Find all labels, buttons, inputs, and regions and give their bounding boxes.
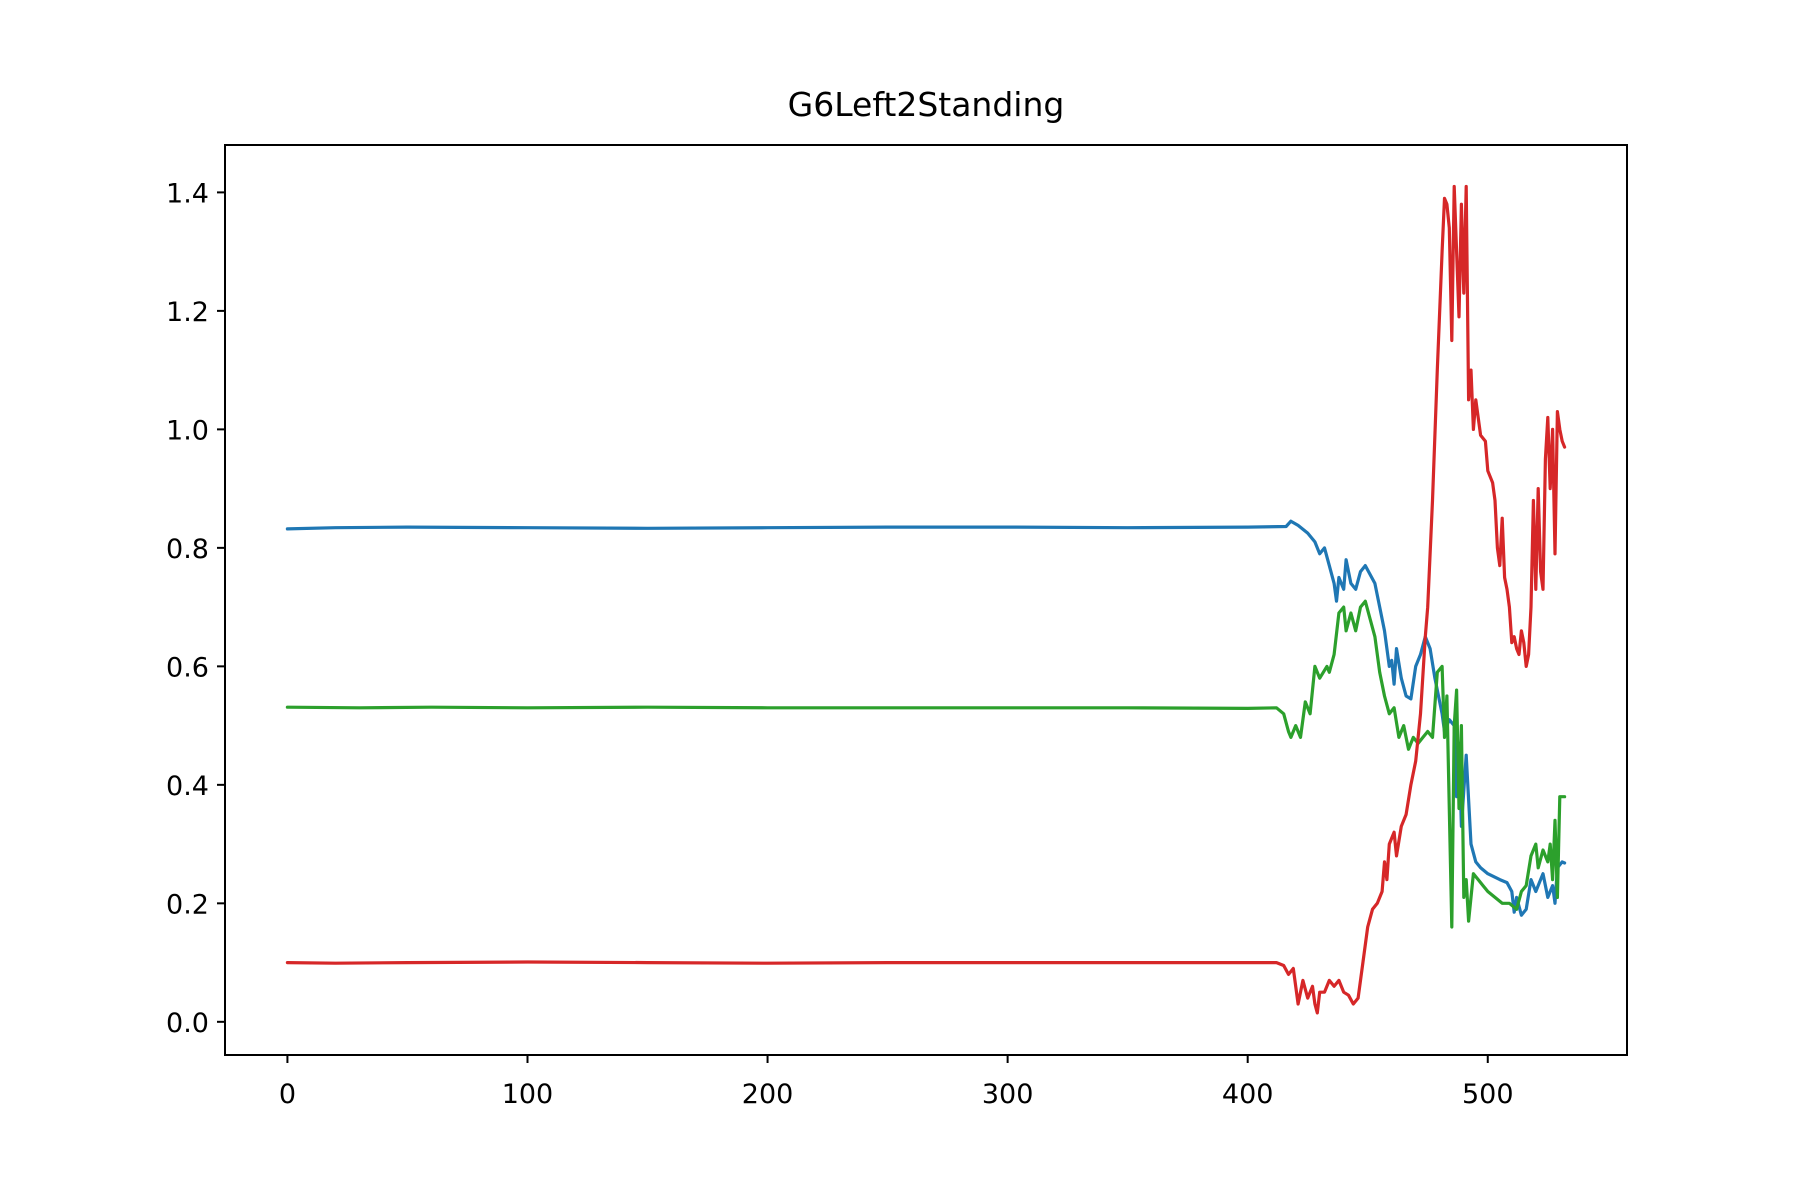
series-layer	[285, 184, 1567, 1015]
x-tick-label: 500	[1462, 1079, 1514, 1110]
y-tick-label: 1.2	[166, 297, 209, 328]
x-tick-label: 100	[502, 1079, 554, 1110]
x-tick-label: 300	[982, 1079, 1034, 1110]
chart-title: G6Left2Standing	[788, 85, 1065, 124]
x-tick-label: 0	[279, 1079, 296, 1110]
y-tick-label: 1.4	[166, 178, 209, 209]
y-tick-label: 0.4	[166, 771, 209, 802]
plot-frame	[224, 144, 1628, 1056]
y-tick-label: 0.0	[166, 1008, 209, 1039]
series-line-3	[285, 184, 1567, 1015]
y-tick-label: 0.8	[166, 534, 209, 565]
y-tick-label: 1.0	[166, 415, 209, 446]
x-tick-label: 200	[742, 1079, 794, 1110]
x-tick-label: 400	[1222, 1079, 1274, 1110]
y-tick-label: 0.2	[166, 889, 209, 920]
series-line-2	[285, 599, 1567, 929]
x-axis: 0 100 200 300 400 500	[279, 1055, 1514, 1110]
series-line-1	[285, 519, 1567, 917]
y-axis: 0.0 0.2 0.4 0.6 0.8 1.0 1.2 1.4	[166, 178, 225, 1039]
y-tick-label: 0.6	[166, 652, 209, 683]
